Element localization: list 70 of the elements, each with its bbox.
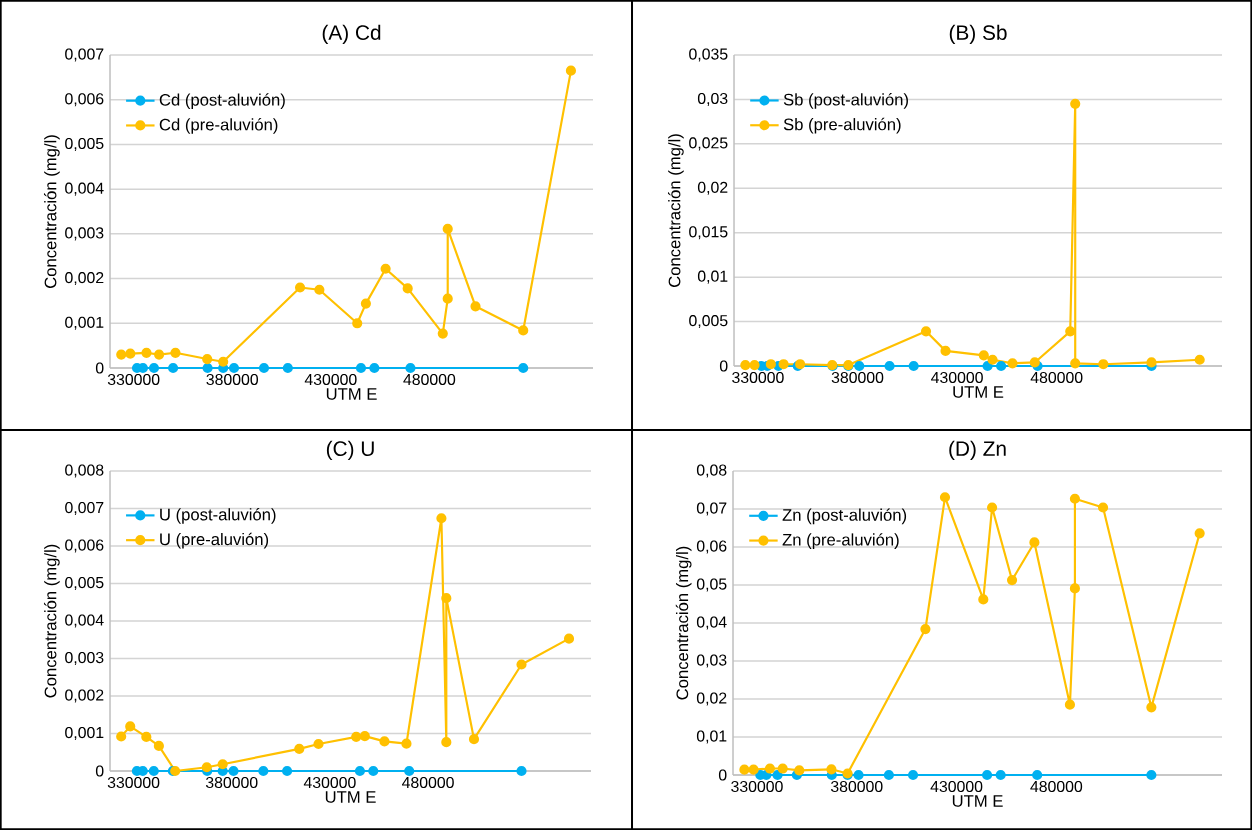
legend-label: Sb (pre-aluvión) xyxy=(783,117,901,134)
y-tick-label: 0 xyxy=(718,769,727,781)
y-axis-title: Concentración (mg/l) xyxy=(667,134,684,287)
chart-title: (D) Zn xyxy=(949,440,1006,461)
y-tick-label: 0,05 xyxy=(696,578,727,592)
x-tick-label: 330000 xyxy=(731,780,783,793)
y-tick-label: 0,008 xyxy=(65,464,104,478)
x-tick-label: 430000 xyxy=(304,373,357,386)
x-tick-label: 330000 xyxy=(732,371,784,384)
y-tick-label: 0,004 xyxy=(65,182,104,196)
y-tick-label: 0,005 xyxy=(689,315,728,329)
legend-label: Zn (pre-aluvión) xyxy=(782,533,899,549)
y-tick-label: 0,005 xyxy=(65,576,104,591)
y-tick-label: 0,003 xyxy=(65,651,104,666)
y-tick-label: 0,005 xyxy=(65,137,104,151)
legend-label: Sb (post-aluvión) xyxy=(783,93,908,109)
x-tick-label: 480000 xyxy=(1030,780,1083,793)
y-tick-label: 0,02 xyxy=(696,692,727,706)
y-tick-label: 0,002 xyxy=(65,272,104,286)
x-axis-title: UTM E xyxy=(953,386,1004,398)
y-tick-label: 0,007 xyxy=(65,48,104,62)
y-axis-title: Concentración (mg/l) xyxy=(675,546,692,700)
x-tick-label: 380000 xyxy=(205,776,258,789)
y-tick-label: 0,004 xyxy=(65,614,104,628)
y-tick-label: 0 xyxy=(95,765,104,777)
y-tick-label: 0,02 xyxy=(697,181,728,195)
y-tick-label: 0,01 xyxy=(696,730,727,744)
x-tick-label: 480000 xyxy=(1030,371,1083,384)
x-tick-label: 380000 xyxy=(206,373,259,386)
legend-label: U (post-aluvión) xyxy=(160,508,276,524)
y-tick-label: 0,006 xyxy=(65,539,104,553)
x-tick-label: 430000 xyxy=(303,776,356,789)
y-tick-label: 0,006 xyxy=(65,93,104,107)
y-tick-label: 0,035 xyxy=(689,48,728,62)
y-tick-label: 0,03 xyxy=(696,654,727,668)
y-tick-label: 0,002 xyxy=(65,689,104,703)
y-tick-label: 0,015 xyxy=(689,226,728,240)
x-tick-label: 430000 xyxy=(930,780,983,793)
y-tick-label: 0,04 xyxy=(696,616,727,630)
chart-title: (C) U xyxy=(326,440,374,461)
x-tick-label: 480000 xyxy=(402,776,454,789)
y-tick-label: 0 xyxy=(719,360,728,372)
legend-label: U (pre-aluvión) xyxy=(160,532,269,549)
legend-label: Cd (pre-aluvión) xyxy=(159,118,278,134)
y-axis-title: Concentración (mg/l) xyxy=(43,544,60,698)
x-tick-label: 380000 xyxy=(831,371,884,384)
y-tick-label: 0,03 xyxy=(697,92,728,106)
x-tick-label: 380000 xyxy=(830,780,883,793)
x-tick-label: 330000 xyxy=(107,373,160,386)
chart-title: (A) Cd xyxy=(322,24,381,45)
y-tick-label: 0,003 xyxy=(65,227,104,241)
y-tick-label: 0,007 xyxy=(65,501,104,516)
chart-title: (B) Sb xyxy=(949,24,1007,45)
x-axis-title: UTM E xyxy=(325,791,376,803)
x-axis-title: UTM E xyxy=(326,388,377,400)
x-tick-label: 480000 xyxy=(403,373,456,386)
y-tick-label: 0,025 xyxy=(689,137,728,151)
y-tick-label: 0,07 xyxy=(696,502,727,516)
y-tick-label: 0,08 xyxy=(696,464,727,478)
y-axis-title: Concentración (mg/l) xyxy=(43,135,60,289)
y-tick-label: 0,01 xyxy=(697,270,728,284)
y-tick-label: 0,06 xyxy=(696,540,727,554)
y-tick-label: 0 xyxy=(95,362,104,374)
legend-label: Cd (post-aluvión) xyxy=(159,93,285,110)
y-tick-label: 0,001 xyxy=(65,726,104,741)
y-tick-label: 0,001 xyxy=(65,316,104,330)
x-tick-label: 330000 xyxy=(107,776,160,789)
x-axis-title: UTM E xyxy=(952,795,1003,807)
legend-label: Zn (post-aluvión) xyxy=(782,508,907,525)
x-tick-label: 430000 xyxy=(931,371,983,384)
